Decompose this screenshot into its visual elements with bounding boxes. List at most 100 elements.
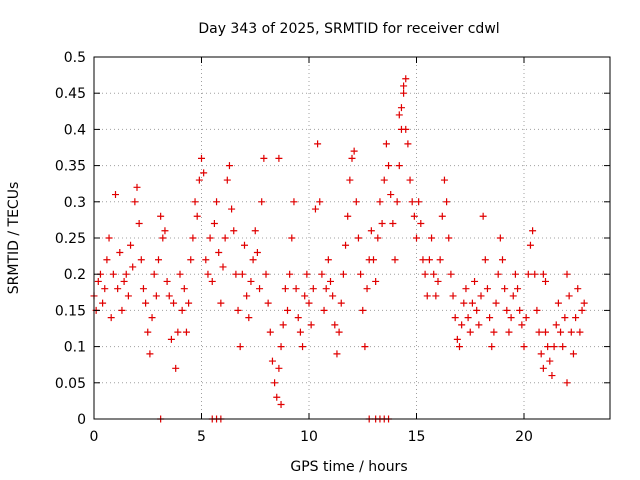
data-point: [187, 256, 195, 264]
data-point: [133, 183, 141, 191]
data-point: [234, 306, 242, 314]
data-point: [215, 248, 223, 256]
data-point: [217, 299, 225, 307]
data-point: [157, 212, 165, 220]
data-point: [251, 227, 259, 235]
data-point: [488, 343, 496, 351]
chart-title: Day 343 of 2025, SRMTID for receiver cdw…: [198, 21, 499, 37]
y-axis-label: SRMTID / TECUs: [6, 182, 22, 295]
data-point: [565, 292, 573, 300]
data-point: [440, 176, 448, 184]
data-point: [382, 140, 390, 148]
data-point: [210, 220, 218, 228]
data-point: [225, 162, 233, 170]
y-tick-label: 0.25: [55, 231, 86, 247]
data-point: [189, 234, 197, 242]
data-point: [228, 205, 236, 213]
data-point: [296, 328, 304, 336]
data-point: [389, 220, 397, 228]
data-point: [464, 314, 472, 322]
x-tick-label: 15: [408, 429, 426, 445]
data-point: [415, 198, 423, 206]
data-point: [241, 241, 248, 249]
data-points: [90, 75, 588, 423]
data-point: [329, 292, 337, 300]
data-point: [460, 299, 468, 307]
data-point: [501, 285, 509, 293]
data-point: [548, 372, 556, 380]
data-point: [165, 292, 173, 300]
data-point: [481, 256, 489, 264]
data-point: [477, 292, 485, 300]
data-point: [550, 343, 558, 351]
axis-ticks: 0 0.05 0.1 0.15 0.2 0.25 0.3 0.35 0.4 0.45 0.5 0 5 10…: [55, 50, 610, 445]
data-point: [529, 227, 537, 235]
data-point: [327, 277, 334, 285]
data-point: [563, 379, 571, 387]
data-point: [284, 306, 291, 314]
data-point: [408, 198, 416, 206]
data-point: [322, 285, 330, 293]
data-point: [535, 328, 543, 336]
data-point: [206, 234, 214, 242]
data-point: [152, 292, 160, 300]
data-point: [339, 270, 347, 278]
data-point: [204, 270, 212, 278]
data-point: [281, 285, 289, 293]
data-point: [167, 335, 175, 343]
data-point: [397, 104, 405, 112]
data-point: [421, 270, 429, 278]
data-point: [243, 292, 251, 300]
data-point: [344, 212, 352, 220]
data-point: [357, 270, 365, 278]
data-point: [260, 154, 268, 162]
data-point: [524, 270, 532, 278]
data-point: [129, 263, 137, 271]
data-point: [213, 198, 221, 206]
grid: [94, 57, 610, 419]
data-point: [161, 227, 169, 235]
data-point: [303, 270, 311, 278]
data-point: [253, 248, 261, 256]
data-point: [105, 234, 113, 242]
data-point: [372, 277, 380, 285]
data-point: [419, 256, 427, 264]
data-point: [393, 198, 401, 206]
data-point: [307, 321, 315, 329]
data-point: [574, 285, 582, 293]
data-point: [301, 292, 309, 300]
data-point: [109, 270, 117, 278]
data-point: [221, 234, 229, 242]
data-point: [406, 176, 414, 184]
data-point: [471, 277, 479, 285]
data-point: [131, 198, 139, 206]
data-point: [370, 256, 377, 264]
data-point: [432, 292, 440, 300]
data-point: [492, 299, 500, 307]
data-point: [580, 299, 588, 307]
data-point: [361, 343, 369, 351]
data-point: [275, 154, 283, 162]
data-point: [223, 176, 231, 184]
data-point: [423, 292, 431, 300]
data-point: [286, 270, 294, 278]
data-point: [428, 234, 436, 242]
data-point: [107, 314, 115, 322]
data-point: [185, 299, 193, 307]
data-point: [505, 328, 513, 336]
data-point: [447, 270, 455, 278]
y-tick-label: 0.1: [64, 340, 86, 356]
data-point: [271, 379, 279, 387]
data-point: [266, 328, 274, 336]
data-point: [320, 306, 328, 314]
data-point: [139, 285, 147, 293]
data-point: [395, 111, 403, 119]
data-point: [402, 75, 410, 83]
data-point: [503, 306, 511, 314]
data-point: [122, 270, 130, 278]
data-point: [518, 321, 526, 329]
data-point: [99, 299, 107, 307]
data-point: [101, 285, 109, 293]
data-point: [385, 162, 393, 170]
x-tick-label: 0: [90, 429, 99, 445]
